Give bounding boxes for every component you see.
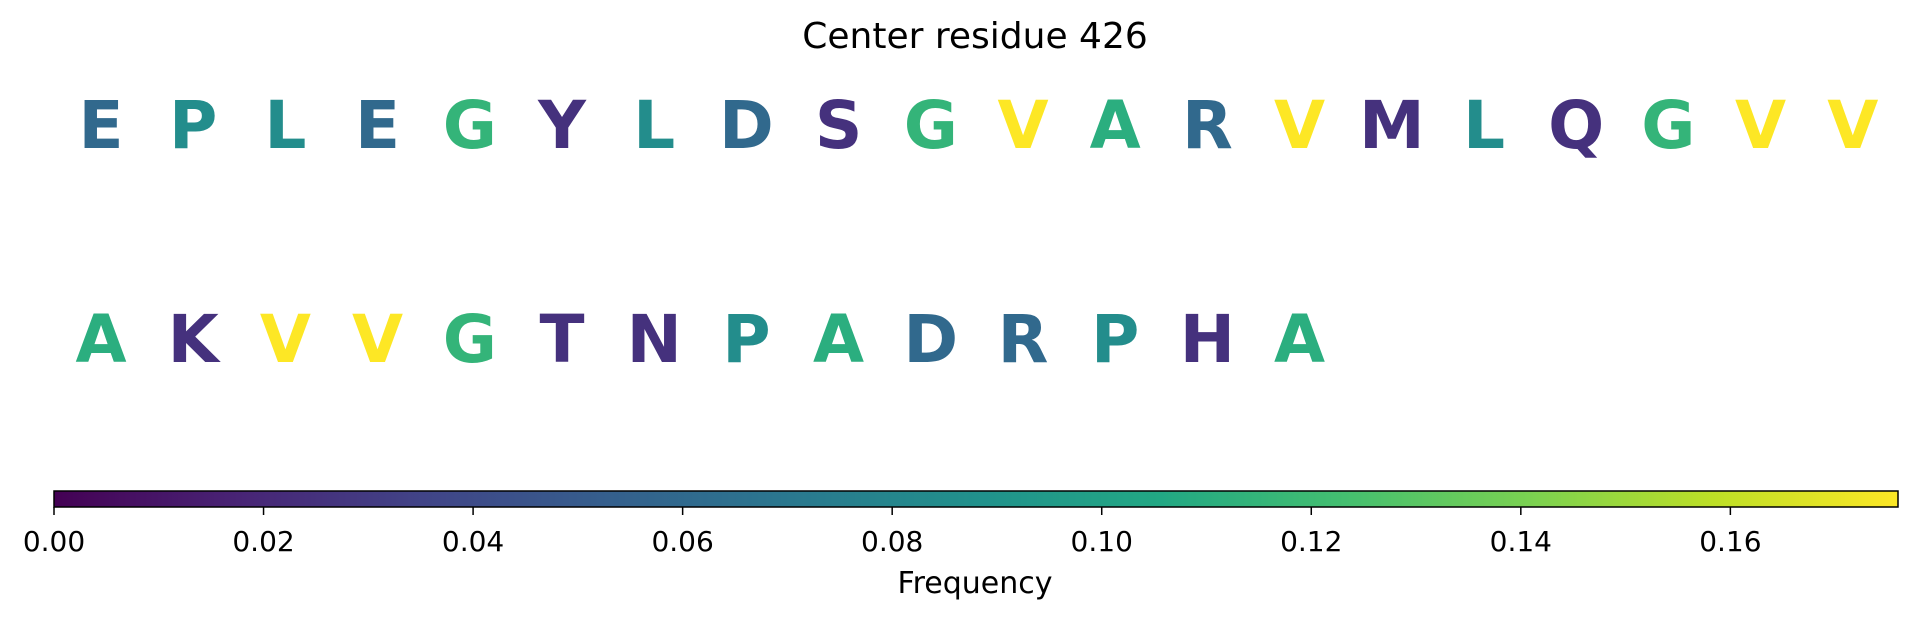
residue-letter: V: [1735, 87, 1786, 164]
residue-letter: G: [1641, 87, 1695, 164]
residue-letter: V: [1827, 87, 1878, 164]
residue-letter: Y: [537, 87, 587, 164]
residue-letter: G: [443, 87, 497, 164]
residue-letter: S: [815, 87, 863, 164]
colorbar-tick-label: 0.16: [1699, 525, 1761, 558]
residue-letter: A: [1274, 301, 1325, 378]
residue-letter: V: [260, 301, 311, 378]
residue-letter: L: [264, 87, 306, 164]
residue-letter: R: [998, 301, 1049, 378]
residue-letter: E: [78, 87, 123, 164]
residue-letter: H: [1180, 301, 1235, 378]
colorbar: [53, 490, 1899, 508]
colorbar-label: Frequency: [898, 566, 1053, 601]
colorbar-tick-label: 0.02: [232, 525, 294, 558]
residue-letter: P: [722, 301, 770, 378]
residue-letter: V: [997, 87, 1048, 164]
residue-letter: A: [813, 301, 864, 378]
chart-title: Center residue 426: [802, 16, 1148, 57]
residue-letter: L: [1463, 87, 1505, 164]
residue-letters: E P L E G Y L D S G V A R V M L Q G V VA K V V G T N P A D R P H A: [75, 87, 1878, 378]
colorbar-ticks: 0.00 0.02 0.04 0.06 0.08 0.10 0.12 0.14 0.16: [23, 507, 1762, 558]
colorbar-tick-label: 0.06: [651, 525, 713, 558]
residue-letter: M: [1359, 87, 1425, 164]
colorbar-tick-label: 0.00: [23, 525, 85, 558]
residue-letter: A: [75, 301, 126, 378]
residue-letter: R: [1182, 87, 1233, 164]
residue-letter: K: [168, 301, 222, 378]
colorbar-tick-label: 0.08: [861, 525, 923, 558]
colorbar-tick-label: 0.10: [1071, 525, 1133, 558]
residue-letter: D: [719, 87, 774, 164]
residue-letter: D: [903, 301, 958, 378]
residue-letter: T: [539, 301, 584, 378]
residue-letter: P: [1091, 301, 1139, 378]
residue-letter: N: [627, 301, 682, 378]
residue-letter: G: [904, 87, 958, 164]
residue-letter: A: [1090, 87, 1141, 164]
residue-letter: Q: [1548, 87, 1604, 164]
residue-letter: V: [352, 301, 403, 378]
colorbar-tick-label: 0.12: [1280, 525, 1342, 558]
residue-letter: G: [443, 301, 497, 378]
colorbar-tick-label: 0.04: [442, 525, 504, 558]
residue-letter: E: [355, 87, 400, 164]
residue-letter: P: [169, 87, 217, 164]
colorbar-tick-label: 0.14: [1490, 525, 1552, 558]
residue-letter: V: [1274, 87, 1325, 164]
residue-letter: L: [633, 87, 675, 164]
